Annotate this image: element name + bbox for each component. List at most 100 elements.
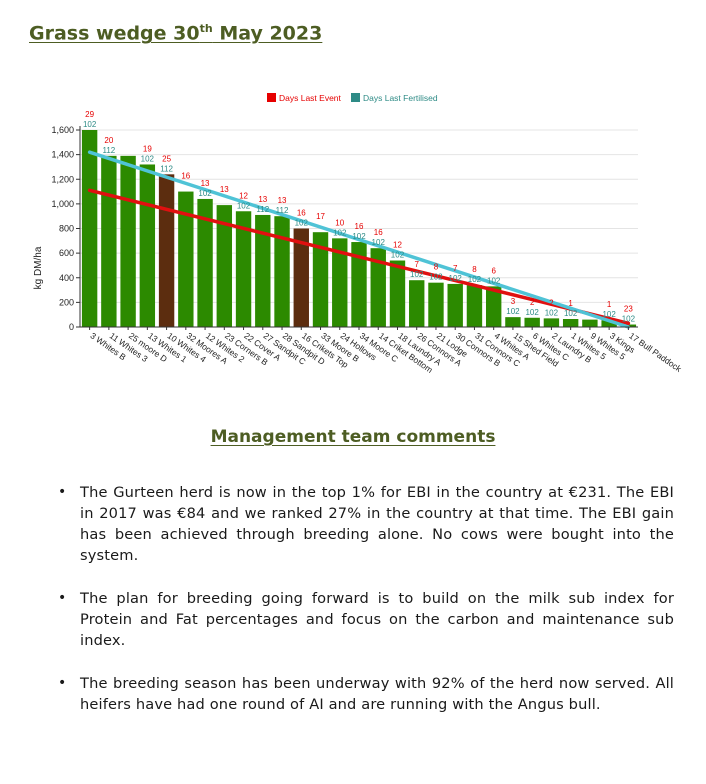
data-label-days-last-fertilised: 102	[410, 270, 424, 279]
data-label-days-last-event: 7	[453, 264, 458, 273]
data-label-days-last-event: 7	[414, 260, 419, 269]
bar	[255, 214, 271, 327]
data-label-days-last-fertilised: 102	[237, 201, 251, 210]
comment-item: • The Gurteen herd is now in the top 1% f…	[58, 484, 674, 564]
data-label-days-last-event: 3	[511, 297, 516, 306]
x-axis: 3 Whites B11 Whites 325 moore D13 Whites…	[80, 326, 684, 375]
data-label-days-last-fertilised: 102	[602, 310, 616, 319]
data-label-days-last-fertilised: 102	[487, 276, 501, 285]
data-label-days-last-event: 13	[201, 179, 210, 188]
bar	[158, 174, 175, 327]
data-label-days-last-event: 16	[355, 222, 364, 231]
data-label-days-last-fertilised: 102	[622, 315, 636, 324]
data-label-days-last-fertilised: 102	[525, 308, 539, 317]
bar	[370, 248, 386, 327]
page-title: Grass wedge 30th May 2023	[29, 22, 323, 45]
legend-label: Days Last Event	[279, 93, 342, 103]
y-tick-label: 400	[59, 273, 74, 283]
y-tick-label: 1,000	[51, 199, 74, 209]
data-label-days-last-fertilised: 112	[276, 206, 289, 215]
chart-legend: Days Last Event Days Last Fertilised	[267, 93, 438, 103]
data-label-days-last-fertilised: 102	[429, 273, 443, 282]
data-label-days-last-event: 2	[530, 298, 535, 307]
bar	[274, 216, 290, 327]
data-label-days-last-fertilised: 102	[83, 120, 97, 129]
grass-wedge-chart: Days Last Event Days Last Fertilised 0 200…	[33, 93, 684, 375]
bar	[524, 317, 540, 327]
y-tick-label: 800	[59, 224, 74, 234]
x-tick-label: 17 Bull Paddock	[627, 330, 684, 374]
bar	[582, 319, 598, 327]
data-label-days-last-event: 8	[472, 265, 477, 274]
data-label-days-last-event: 12	[393, 241, 402, 250]
bar	[543, 318, 560, 327]
data-label-days-last-event: 16	[297, 209, 306, 218]
bar	[351, 242, 367, 327]
data-label-days-last-event: 13	[220, 185, 229, 194]
y-tick-label: 1,200	[51, 174, 74, 184]
bar	[120, 155, 136, 327]
data-label-days-last-fertilised: 102	[564, 309, 578, 318]
y-tick-label: 1,400	[51, 150, 74, 160]
data-label-days-last-event: 20	[104, 136, 113, 145]
data-label-days-last-fertilised: 102	[352, 232, 366, 241]
data-label-days-last-fertilised: 102	[198, 189, 212, 198]
bar	[293, 228, 309, 327]
y-axis: 0 200 400 600 800 1,000 1,200 1,400 1,600	[51, 125, 81, 332]
bar	[562, 318, 579, 327]
bar	[178, 191, 194, 327]
data-label-days-last-event: 16	[374, 228, 383, 237]
data-label-days-last-fertilised: 102	[295, 219, 309, 228]
bar	[601, 320, 617, 327]
trend-line	[87, 150, 631, 329]
comments-heading: Management team comments	[210, 427, 496, 447]
data-label-days-last-event: 12	[239, 191, 248, 200]
bar	[447, 283, 463, 327]
data-label-days-last-event: 17	[316, 212, 325, 221]
data-label-days-last-event: 19	[143, 144, 152, 153]
trend-lines	[87, 150, 631, 329]
bar	[428, 282, 444, 327]
bar	[466, 285, 483, 327]
data-label-days-last-fertilised: 102	[391, 251, 405, 260]
comment-item: • The plan for breeding going forward is …	[58, 590, 674, 649]
bar	[505, 317, 521, 327]
y-axis-label: kg DM/ha	[33, 246, 44, 289]
data-label-days-last-event: 1	[607, 300, 612, 309]
data-label-days-last-fertilised: 112	[160, 164, 173, 173]
data-label-days-last-event: 2	[549, 298, 554, 307]
data-label-days-last-event: 29	[85, 110, 94, 119]
legend-swatch	[351, 93, 360, 102]
bar	[312, 232, 329, 327]
data-label-days-last-event: 1	[568, 299, 573, 308]
bar	[485, 286, 502, 327]
bar	[389, 260, 406, 327]
data-labels: 1022911220102191122516102131310212112131…	[83, 110, 636, 324]
bar	[216, 205, 233, 327]
data-label-days-last-event: 8	[434, 263, 439, 272]
y-tick-label: 200	[59, 297, 74, 307]
bar	[81, 130, 98, 327]
bar	[139, 164, 156, 327]
data-label-days-last-fertilised: 102	[333, 228, 347, 237]
y-tick-label: 1,600	[51, 125, 74, 135]
bar	[409, 280, 425, 327]
data-label-days-last-fertilised: 112	[102, 146, 115, 155]
data-label-days-last-event: 6	[491, 266, 496, 275]
data-label-days-last-event: 13	[278, 196, 287, 205]
data-label-days-last-event: 23	[624, 305, 633, 314]
trend-line	[87, 188, 631, 326]
bar	[197, 198, 213, 327]
bar	[332, 238, 348, 327]
data-label-days-last-fertilised: 102	[545, 308, 559, 317]
data-label-days-last-fertilised: 102	[372, 238, 386, 247]
comments-list: • The Gurteen herd is now in the top 1% f…	[58, 482, 674, 737]
data-label-days-last-event: 25	[162, 154, 171, 163]
data-label-days-last-fertilised: 102	[449, 274, 463, 283]
data-label-days-last-event: 16	[181, 172, 190, 181]
y-tick-label: 0	[69, 322, 74, 332]
data-label-days-last-fertilised: 102	[141, 154, 155, 163]
bar	[101, 155, 117, 327]
legend-label: Days Last Fertilised	[363, 93, 438, 103]
legend-swatch	[267, 93, 276, 102]
